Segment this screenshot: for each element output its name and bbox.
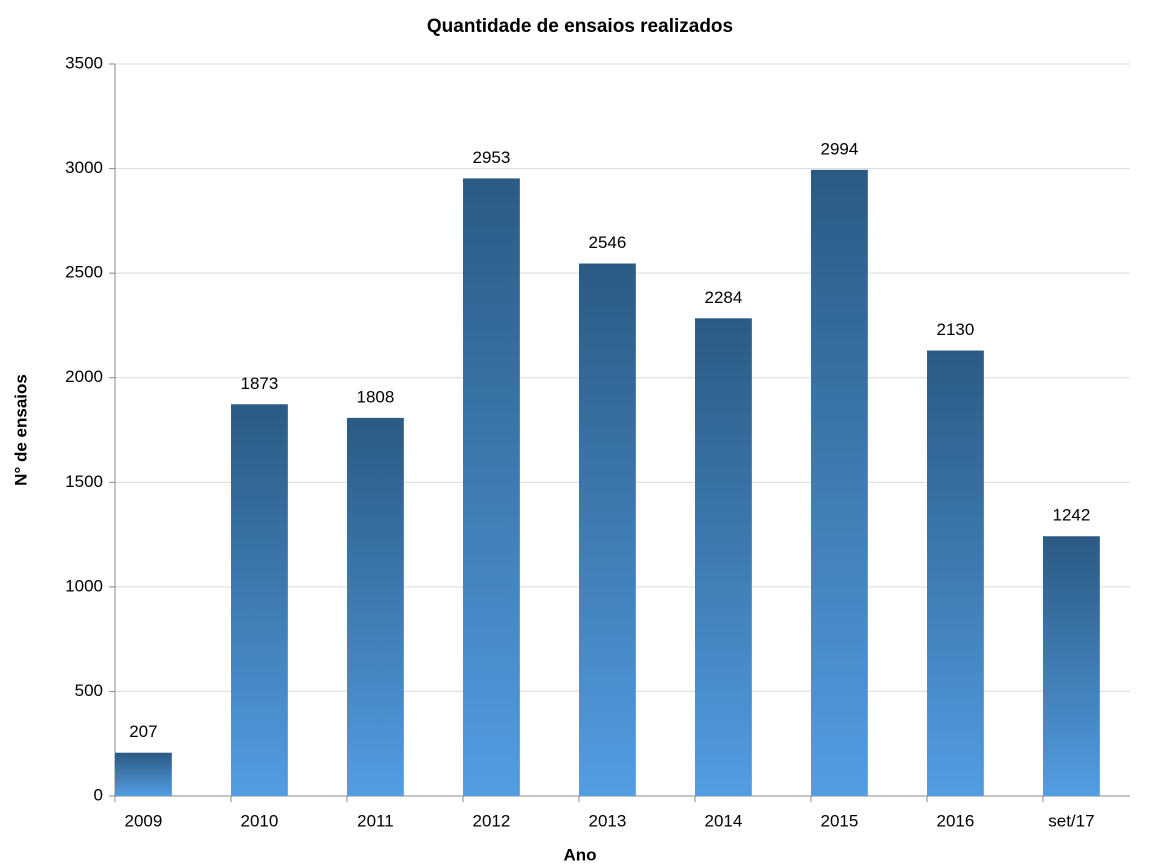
value-label: 2130 bbox=[937, 320, 975, 339]
y-tick-label: 0 bbox=[94, 785, 103, 804]
bar bbox=[579, 263, 636, 796]
x-tick-label: 2012 bbox=[473, 811, 511, 830]
bar bbox=[811, 169, 868, 796]
x-axis-label: Ano bbox=[563, 845, 596, 864]
value-label: 1808 bbox=[357, 387, 395, 406]
value-label: 1873 bbox=[241, 374, 279, 393]
x-tick-label: 2011 bbox=[357, 811, 394, 830]
bar bbox=[927, 350, 984, 796]
bar bbox=[1043, 536, 1100, 796]
bar bbox=[695, 318, 752, 796]
x-tick-label: set/17 bbox=[1048, 811, 1094, 830]
value-label: 207 bbox=[129, 722, 157, 741]
y-tick-label: 3500 bbox=[65, 53, 103, 72]
x-tick-label: 2015 bbox=[821, 811, 859, 830]
x-tick-label: 2016 bbox=[937, 811, 975, 830]
y-tick-label: 1000 bbox=[65, 576, 103, 595]
value-label: 1242 bbox=[1053, 506, 1091, 525]
bar bbox=[231, 404, 288, 796]
bar bbox=[463, 178, 520, 797]
chart-title: Quantidade de ensaios realizados bbox=[427, 16, 733, 37]
x-tick-label: 2009 bbox=[125, 811, 163, 830]
x-tick-label: 2014 bbox=[705, 811, 743, 830]
y-tick-label: 2000 bbox=[65, 367, 103, 386]
x-tick-label: 2010 bbox=[241, 811, 279, 830]
value-label: 2284 bbox=[705, 288, 743, 307]
bar bbox=[347, 417, 404, 796]
value-label: 2994 bbox=[821, 139, 859, 158]
y-tick-label: 3000 bbox=[65, 158, 103, 177]
value-label: 2546 bbox=[589, 233, 627, 252]
y-axis-label: N° de ensaios bbox=[11, 374, 30, 486]
x-tick-label: 2013 bbox=[589, 811, 627, 830]
y-tick-label: 2500 bbox=[65, 263, 103, 282]
y-tick-label: 1500 bbox=[65, 472, 103, 491]
value-label: 2953 bbox=[473, 148, 511, 167]
bar bbox=[115, 752, 172, 796]
y-tick-label: 500 bbox=[75, 681, 103, 700]
